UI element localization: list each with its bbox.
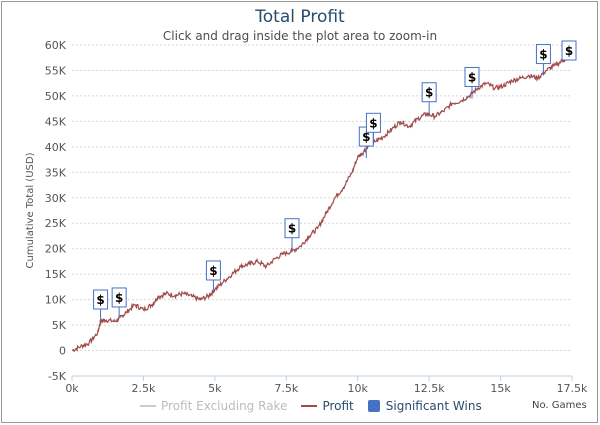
win-flag[interactable]: $ [421,82,437,114]
flag-box [365,112,381,133]
win-flag[interactable]: $ [561,40,577,61]
y-tick-label: 10K [45,294,67,307]
x-tick-label: 7.5k [274,382,298,395]
y-tick-label: 55K [45,64,67,77]
grid [72,44,572,377]
flag-box [561,40,577,61]
y-tick-label: 20K [45,243,67,256]
y-axis-label: Cumulative Total (USD) [25,152,36,268]
y-tick-label: 35K [45,166,67,179]
x-tick-label: 2.5k [131,382,155,395]
x-tick-label: 17.5k [557,382,588,395]
flag-box [111,287,127,308]
flag-label: $ [539,48,547,62]
flag-label: $ [362,130,370,144]
y-tick-label: 50K [45,90,67,103]
flag-box [93,289,109,310]
flag-label: $ [115,291,123,305]
y-tick-label: 15K [45,268,67,281]
legend-label: Profit Excluding Rake [161,399,288,413]
flag-label: $ [468,70,476,84]
win-flag[interactable]: $ [535,44,551,76]
x-tick-label: 15k [490,382,511,395]
y-tick-label: 5K [52,319,67,332]
flag-box [284,218,300,239]
legend: Profit Excluding Rake Profit Significant… [140,398,496,414]
flag-box [464,66,480,87]
y-tick-label: 0 [59,345,66,358]
x-tick-label: 5k [208,382,222,395]
flag-box [535,44,551,65]
chart-subtitle: Click and drag inside the plot area to z… [162,29,438,43]
y-tick-label: 60K [45,39,67,52]
win-flag[interactable]: $ [111,287,127,319]
flag-label: $ [288,222,296,236]
y-tick-label: 45K [45,115,67,128]
x-tick-label: 10k [348,382,369,395]
series-profit [71,56,570,353]
legend-item-profit[interactable]: Profit [301,399,354,413]
x-tick-label: 12.5k [414,382,445,395]
legend-label: Profit [322,399,354,413]
chart-title: Total Profit [255,7,345,27]
y-axis: -5K 0 5K 10K 15K 20K 25K 30K 35K 40K 45K 50K 55K 60K [45,39,67,383]
x-axis: 0k 2.5k 5k 7.5k 10k 12.5k 15k 17.5k [65,375,588,395]
flag-box [421,82,437,103]
win-flag[interactable]: $ [464,66,480,99]
profit-line [71,56,570,353]
flag-label: $ [565,44,573,58]
legend-swatch [140,405,156,407]
x-axis-title: No. Games [532,400,587,411]
win-flag[interactable]: $ [205,260,221,292]
flag-label: $ [209,264,217,278]
flag-box [205,260,221,281]
y-tick-label: 30K [45,192,67,205]
legend-swatch [367,400,380,412]
win-flag[interactable]: $ [93,289,109,322]
y-tick-label: -5K [48,370,67,383]
legend-item-significant-wins[interactable]: Significant Wins [367,399,482,413]
x-tick-label: 0k [65,382,79,395]
legend-label: Significant Wins [385,399,482,413]
y-tick-label: 25K [45,217,67,230]
significant-wins[interactable]: $ $$$$$$$$ $ [93,40,577,322]
win-flag[interactable]: $ [365,112,381,145]
flag-label: $ [425,86,433,100]
flag-label: $ [96,293,104,307]
y-tick-label: 40K [45,141,67,154]
legend-item-profit-excluding-rake[interactable]: Profit Excluding Rake [140,399,287,413]
legend-swatch [301,405,318,407]
flag-label: $ [369,116,377,130]
win-flag[interactable]: $ [284,218,300,250]
